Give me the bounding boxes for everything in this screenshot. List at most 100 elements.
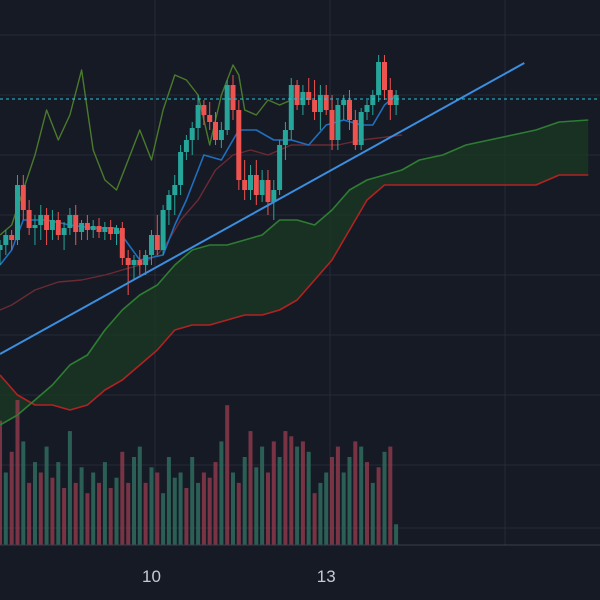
candle-body bbox=[218, 130, 224, 140]
volume-bar bbox=[190, 457, 195, 545]
candle-body bbox=[143, 255, 149, 265]
candles bbox=[0, 55, 399, 295]
candle-body bbox=[26, 210, 32, 228]
candle-body bbox=[259, 180, 265, 195]
candle-body bbox=[329, 110, 335, 140]
volume-bar bbox=[248, 431, 253, 545]
volume-bar bbox=[254, 467, 259, 545]
candle-body bbox=[160, 210, 166, 250]
volume-bar bbox=[97, 482, 101, 545]
volume-bar bbox=[324, 472, 329, 545]
volume-bar bbox=[376, 467, 381, 545]
volume-bar bbox=[126, 482, 131, 545]
candle-body bbox=[282, 130, 288, 145]
candle-body bbox=[114, 228, 119, 234]
candle-body bbox=[67, 215, 73, 228]
volume-bar bbox=[341, 472, 346, 545]
volume-bar bbox=[50, 477, 55, 545]
volume-bar bbox=[184, 488, 189, 545]
candle-body bbox=[0, 245, 3, 250]
volume-bar bbox=[21, 441, 26, 545]
candle-body bbox=[294, 85, 300, 105]
volume-bar bbox=[318, 482, 323, 545]
volume-bar bbox=[91, 472, 96, 545]
volume-bar bbox=[143, 482, 148, 545]
candle-body bbox=[335, 105, 341, 140]
volume-bar bbox=[266, 472, 270, 545]
candle-body bbox=[306, 92, 312, 100]
volume-bar bbox=[9, 451, 14, 545]
candle-body bbox=[108, 227, 114, 234]
candle-body bbox=[376, 62, 382, 95]
volume-bar bbox=[353, 441, 358, 545]
volume-bar bbox=[359, 446, 364, 545]
candle-body bbox=[387, 90, 393, 105]
volume-bar bbox=[102, 462, 107, 545]
candle-body bbox=[125, 258, 131, 265]
volume-bar bbox=[149, 467, 154, 545]
volume-bar bbox=[225, 405, 230, 545]
candle-body bbox=[38, 215, 44, 225]
candle-body bbox=[44, 215, 50, 230]
lagging-span-line bbox=[0, 64, 292, 236]
candle-body bbox=[288, 85, 294, 130]
candle-body bbox=[358, 112, 364, 145]
volume-bar bbox=[213, 462, 218, 545]
candle-body bbox=[242, 180, 248, 190]
volume-bar bbox=[132, 457, 136, 545]
candle-body bbox=[172, 185, 178, 195]
candle-body bbox=[265, 180, 271, 202]
candle-body bbox=[352, 120, 358, 145]
candle-body bbox=[236, 110, 242, 180]
candle-body bbox=[32, 225, 38, 228]
volume-bar bbox=[277, 457, 282, 545]
x-tick-label: 13 bbox=[317, 567, 336, 586]
candle-body bbox=[154, 235, 160, 250]
volume-bar bbox=[335, 446, 340, 545]
candle-body bbox=[49, 220, 55, 230]
candle-body bbox=[277, 145, 283, 190]
candle-body bbox=[230, 85, 236, 110]
volume-bar bbox=[347, 457, 352, 545]
candle-body bbox=[90, 226, 96, 230]
volume-bar bbox=[260, 446, 265, 545]
candle-body bbox=[61, 228, 67, 235]
candle-body bbox=[189, 128, 195, 140]
candle-body bbox=[178, 152, 184, 185]
candle-body bbox=[131, 260, 137, 265]
candle-body bbox=[149, 235, 154, 255]
volume-bar bbox=[306, 451, 311, 545]
x-axis: 10 13 bbox=[0, 544, 600, 586]
volume-bar bbox=[370, 482, 375, 545]
volume-bar bbox=[201, 472, 206, 545]
trendline bbox=[0, 62, 525, 355]
candle-body bbox=[253, 175, 259, 195]
x-tick-label: 10 bbox=[142, 567, 161, 586]
indicator-lines bbox=[0, 64, 589, 426]
candle-body bbox=[9, 235, 15, 240]
volume-bar bbox=[178, 472, 183, 545]
volume-bar bbox=[67, 431, 72, 545]
volume-bar bbox=[0, 420, 2, 545]
candle-body bbox=[73, 215, 79, 232]
volume-bar bbox=[289, 436, 294, 546]
volume-bar bbox=[15, 400, 20, 545]
span-b-line bbox=[0, 174, 589, 411]
volume-bar bbox=[300, 441, 305, 545]
volume-bar bbox=[394, 524, 399, 545]
candle-body bbox=[364, 105, 370, 112]
candle-body bbox=[347, 100, 352, 120]
volume-bar bbox=[155, 472, 160, 545]
candle-body bbox=[271, 190, 277, 202]
volume-bar bbox=[242, 457, 247, 545]
volume-bar bbox=[166, 457, 171, 545]
volume-bar bbox=[231, 472, 235, 545]
candle-body bbox=[224, 85, 230, 130]
volume-bar bbox=[137, 446, 142, 545]
candle-body bbox=[201, 105, 207, 115]
volume-bar bbox=[120, 451, 125, 545]
candle-body bbox=[79, 223, 85, 232]
volume-bar bbox=[207, 477, 212, 545]
